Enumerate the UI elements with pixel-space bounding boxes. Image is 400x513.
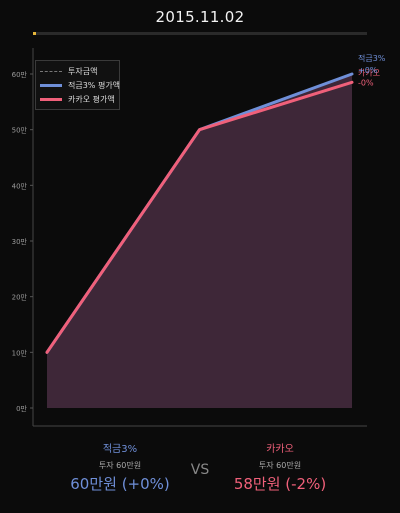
legend-swatch-kakao xyxy=(40,98,62,101)
end-label-kakao-pct: -0% xyxy=(358,78,374,87)
y-tick-label: 40만 xyxy=(12,181,28,190)
y-tick-label: 10만 xyxy=(12,348,28,357)
y-tick-label: 60만 xyxy=(12,70,28,79)
legend-swatch-invest xyxy=(40,71,62,72)
savings-summary-invest: 투자 60만원 xyxy=(98,461,142,470)
legend-label-savings: 적금3% 평가액 xyxy=(68,81,121,90)
kakao-summary-value: 58만원 (-2%) xyxy=(233,475,327,493)
end-label-kakao-name: 카카오 xyxy=(358,68,380,77)
savings-summary-name: 적금3% xyxy=(102,444,138,455)
end-label-savings-pct: +0% xyxy=(358,66,378,75)
kakao-summary-name: 카카오 xyxy=(266,444,294,455)
y-tick-label: 30만 xyxy=(12,237,28,246)
kakao-summary-invest: 투자 60만원 xyxy=(258,461,302,470)
series-line-kakao xyxy=(45,80,354,354)
y-tick-label: 0만 xyxy=(16,404,27,413)
legend-label-kakao: 카카오 평가액 xyxy=(68,95,115,104)
end-label-savings-name: 적금3% xyxy=(358,53,386,63)
progress-bar xyxy=(33,32,367,35)
legend-swatch-savings xyxy=(40,84,62,87)
savings-summary-value: 60만원 (+0%) xyxy=(70,475,170,493)
savings-summary: 적금3% 투자 60만원 60만원 (+0%) xyxy=(40,440,200,494)
y-tick-label: 50만 xyxy=(12,126,28,135)
performance-chart: 0만 10만 20만 30만 40만 50만 60만 적금3% 카카오+0% -0% xyxy=(12,48,386,427)
kakao-summary: 카카오 투자 60만원 58만원 (-2%) xyxy=(200,440,360,494)
invested-area xyxy=(47,74,352,408)
legend-label-invest: 투자금액 xyxy=(68,67,98,76)
date-title: 2015.11.02 xyxy=(155,8,245,26)
progress-fill xyxy=(33,32,37,35)
chart-legend: 투자금액 적금3% 평가액 카카오 평가액 xyxy=(35,60,120,110)
vs-label: VS xyxy=(190,462,210,478)
y-tick-label: 20만 xyxy=(12,293,28,302)
